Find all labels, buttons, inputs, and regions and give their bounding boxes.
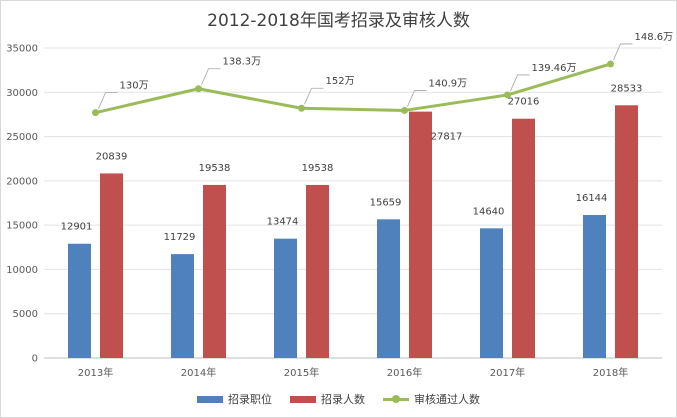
bar-recruits (615, 105, 638, 358)
legend-item-positions: 招录职位 (197, 391, 272, 407)
data-label-approved: 138.3万 (223, 57, 262, 68)
data-label-positions: 16144 (576, 193, 608, 204)
data-label-approved: 130万 (120, 81, 149, 92)
point-approved (92, 109, 99, 117)
y-tick-label: 25000 (6, 132, 38, 143)
data-label-recruits: 19538 (199, 163, 231, 174)
legend-label-recruits: 招录人数 (321, 393, 365, 406)
bar-positions (68, 243, 91, 358)
y-tick-label: 5000 (13, 309, 38, 320)
data-label-approved: 140.9万 (429, 78, 468, 89)
bar-positions (274, 238, 297, 358)
data-label-recruits: 27817 (431, 132, 463, 143)
x-tick-label: 2013年 (78, 366, 113, 379)
bar-recruits (100, 173, 123, 358)
y-tick-label: 20000 (6, 176, 38, 187)
data-label-positions: 15659 (370, 197, 402, 208)
data-label-approved: 152万 (326, 76, 355, 87)
data-label-approved: 148.6万 (635, 32, 674, 43)
label-leader (98, 92, 118, 109)
x-tick-label: 2016年 (387, 366, 422, 379)
data-label-recruits: 28533 (611, 83, 643, 94)
x-tick-label: 2018年 (593, 366, 628, 379)
legend-swatch-approved (383, 394, 409, 404)
legend-swatch-recruits (290, 395, 316, 403)
y-tick-label: 30000 (6, 88, 38, 99)
data-label-recruits: 20839 (96, 151, 128, 162)
data-label-positions: 11729 (164, 232, 196, 243)
bar-recruits (409, 111, 432, 359)
point-approved (607, 60, 614, 68)
x-tick-label: 2017年 (490, 366, 525, 379)
label-leader (201, 68, 221, 85)
point-approved (298, 104, 305, 112)
data-label-approved: 139.46万 (532, 63, 577, 74)
bar-recruits (306, 184, 329, 358)
y-tick-label: 10000 (6, 265, 38, 276)
data-label-recruits: 19538 (302, 163, 334, 174)
point-approved (504, 91, 511, 99)
data-label-recruits: 27016 (508, 97, 540, 108)
bar-positions (583, 215, 606, 358)
data-label-positions: 13474 (267, 217, 299, 228)
data-label-positions: 12901 (61, 222, 93, 233)
legend-swatch-positions (197, 395, 223, 403)
y-tick-label: 0 (32, 354, 38, 365)
chart-title: 2012-2018年国考招录及审核人数 (207, 11, 470, 31)
bar-recruits (512, 118, 535, 359)
x-tick-label: 2015年 (284, 366, 319, 379)
legend-item-approved: 审核通过人数 (383, 391, 480, 407)
bar-positions (377, 219, 400, 358)
y-tick-label: 35000 (6, 44, 38, 55)
label-leader (510, 74, 530, 92)
x-tick-label: 2014年 (181, 366, 216, 379)
bar-positions (480, 228, 503, 358)
y-tick-label: 15000 (6, 221, 38, 232)
label-leader (407, 90, 427, 107)
legend-label-positions: 招录职位 (228, 393, 272, 406)
label-leader (304, 87, 324, 105)
data-label-positions: 14640 (473, 206, 505, 217)
legend-item-recruits: 招录人数 (290, 391, 365, 407)
point-approved (195, 85, 202, 93)
legend-label-approved: 审核通过人数 (414, 393, 480, 406)
point-approved (401, 106, 408, 114)
label-leader (613, 43, 633, 61)
bar-positions (171, 254, 194, 358)
bar-recruits (203, 184, 226, 358)
chart-legend: 招录职位 招录人数 审核通过人数 (0, 391, 677, 407)
line-approved (95, 62, 611, 115)
